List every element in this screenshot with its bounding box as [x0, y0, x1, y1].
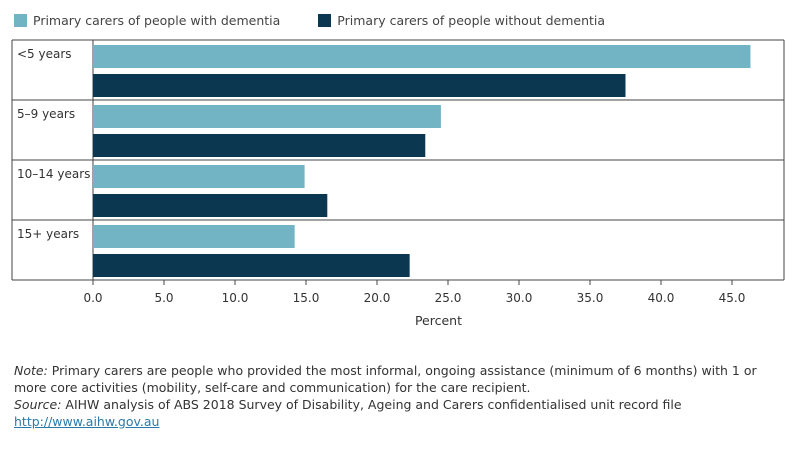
chart-notes: Note: Primary carers are people who prov… [14, 362, 789, 430]
bar-with-dementia [93, 105, 441, 128]
x-tick-label: 35.0 [577, 291, 604, 305]
note-text: Primary carers are people who provided t… [14, 363, 757, 395]
x-axis-label: Percent [415, 313, 462, 328]
bar-without-dementia [93, 134, 426, 157]
bar-with-dementia [93, 225, 295, 248]
x-tick-label: 45.0 [719, 291, 746, 305]
note-label: Note: [14, 363, 48, 378]
legend-label-without-dementia: Primary carers of people without dementi… [337, 13, 606, 28]
source-paragraph: Source: AIHW analysis of ABS 2018 Survey… [14, 396, 789, 413]
source-label: Source: [14, 397, 62, 412]
x-tick-label: 25.0 [435, 291, 462, 305]
note-paragraph: Note: Primary carers are people who prov… [14, 362, 789, 396]
x-tick-label: 10.0 [222, 291, 249, 305]
bar-with-dementia [93, 165, 305, 188]
x-tick-label: 40.0 [648, 291, 675, 305]
bar-chart: <5 years 5–9 years 10–14 years 15+ years 0.0… [11, 39, 785, 328]
x-tick-label: 20.0 [364, 291, 391, 305]
legend-swatch-with-dementia [14, 14, 27, 27]
legend-item-with-dementia[interactable]: Primary carers of people with dementia [14, 13, 280, 28]
source-text: AIHW analysis of ABS 2018 Survey of Disa… [61, 397, 682, 412]
bar-without-dementia [93, 194, 328, 217]
category-label: <5 years [17, 47, 72, 61]
bar-without-dementia [93, 254, 410, 277]
chart-legend: Primary carers of people with dementia P… [14, 13, 605, 28]
x-tick-label: 15.0 [293, 291, 320, 305]
legend-swatch-without-dementia [318, 14, 332, 27]
x-tick-label: 5.0 [154, 291, 173, 305]
legend-label-with-dementia: Primary carers of people with dementia [33, 13, 281, 28]
x-tick-label: 0.0 [83, 291, 102, 305]
category-label: 15+ years [17, 227, 79, 241]
category-label: 10–14 years [17, 167, 90, 181]
x-tick-label: 30.0 [506, 291, 533, 305]
source-link[interactable]: http://www.aihw.gov.au [14, 414, 160, 429]
bar-without-dementia [93, 74, 626, 97]
legend-item-without-dementia[interactable]: Primary carers of people without dementi… [318, 13, 605, 28]
category-label: 5–9 years [17, 107, 75, 121]
bar-with-dementia [93, 45, 751, 68]
